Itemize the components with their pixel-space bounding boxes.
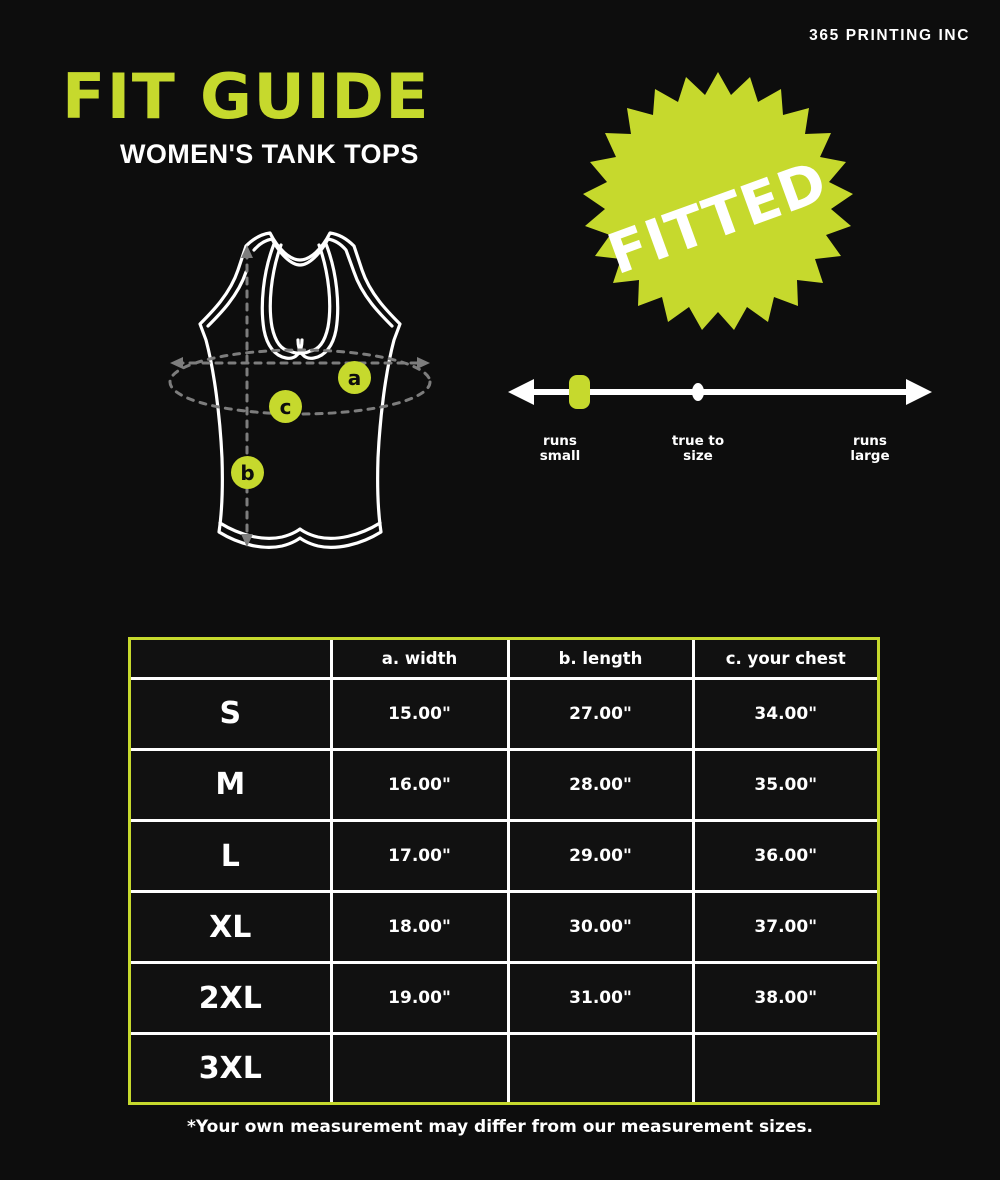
scale-label-true-line1: true to — [671, 433, 725, 449]
measure-marker-a: a — [338, 361, 371, 394]
fit-scale: runs small true to size runs large — [500, 368, 940, 478]
scale-label-runs-large-line1: runs — [853, 433, 887, 449]
cell-chest-2xl: 38.00" — [691, 961, 877, 1034]
cell-length-2xl: 31.00" — [506, 961, 693, 1034]
measure-marker-b: b — [231, 456, 264, 489]
cell-width-m: 16.00" — [329, 747, 508, 821]
arrow-left-icon — [508, 379, 534, 405]
cell-chest-l: 36.00" — [691, 818, 877, 892]
cell-chest-3xl — [691, 1032, 877, 1102]
page-title: FIT GUIDE — [62, 60, 431, 133]
scale-label-runs-large-line2: large — [850, 448, 890, 464]
cell-length-l: 29.00" — [506, 818, 693, 892]
cell-chest-xl: 37.00" — [691, 890, 877, 963]
header-cell-length: b. length — [506, 640, 693, 679]
table-row: 2XL 19.00" 31.00" 38.00" — [131, 961, 877, 1034]
page-subtitle: WOMEN'S TANK TOPS — [120, 139, 419, 169]
cell-width-3xl — [329, 1032, 508, 1102]
scale-label-runs-small-line2: small — [539, 448, 581, 464]
cell-length-m: 28.00" — [506, 747, 693, 821]
measure-marker-c: c — [269, 390, 302, 423]
table-row: 3XL — [131, 1032, 877, 1102]
width-measure-line — [170, 357, 430, 369]
cell-length-3xl — [506, 1032, 693, 1102]
chest-measure-ellipse — [168, 348, 432, 416]
table-row: XL 18.00" 30.00" 37.00" — [131, 890, 877, 963]
scale-label-runs-small: runs small — [500, 434, 620, 464]
cell-size-m: M — [131, 747, 331, 821]
cell-size-l: L — [131, 818, 331, 892]
cell-chest-m: 35.00" — [691, 747, 877, 821]
cell-size-xl: XL — [131, 890, 331, 963]
starburst-icon — [583, 72, 853, 330]
tank-top-icon — [168, 231, 432, 549]
cell-length-s: 27.00" — [506, 676, 693, 750]
cell-length-xl: 30.00" — [506, 890, 693, 963]
tank-top-illustration — [150, 220, 450, 600]
table-header-row: a. width b. length c. your chest — [131, 640, 877, 679]
cell-size-s: S — [131, 676, 331, 750]
marker-c-label: c — [279, 394, 292, 419]
cell-size-2xl: 2XL — [131, 961, 331, 1034]
scale-midpoint-marker — [692, 383, 704, 401]
table-row: S 15.00" 27.00" 34.00" — [131, 676, 877, 750]
scale-label-true-line2: size — [683, 448, 713, 464]
cell-width-xl: 18.00" — [329, 890, 508, 963]
header-cell-size — [131, 640, 331, 679]
cell-width-s: 15.00" — [329, 676, 508, 750]
fitted-badge: FITTED — [568, 68, 868, 368]
marker-b-label: b — [240, 460, 255, 485]
table-row: M 16.00" 28.00" 35.00" — [131, 747, 877, 821]
size-table-container: a. width b. length c. your chest S 15.00… — [128, 637, 880, 1105]
arrow-right-icon — [906, 379, 932, 405]
cell-chest-s: 34.00" — [691, 676, 877, 750]
length-measure-line — [241, 245, 253, 547]
fit-scale-axis — [508, 375, 932, 409]
header-cell-width: a. width — [329, 640, 508, 679]
table-row: L 17.00" 29.00" 36.00" — [131, 818, 877, 892]
marker-a-label: a — [347, 365, 362, 390]
scale-label-runs-small-line1: runs — [543, 433, 577, 449]
measurement-disclaimer: *Your own measurement may differ from ou… — [187, 1117, 813, 1137]
scale-label-runs-large: runs large — [810, 434, 930, 464]
scale-label-true-to-size: true to size — [638, 434, 758, 464]
header-cell-chest: c. your chest — [691, 640, 877, 679]
cell-size-3xl: 3XL — [131, 1032, 331, 1102]
size-table: a. width b. length c. your chest S 15.00… — [131, 640, 877, 1102]
cell-width-2xl: 19.00" — [329, 961, 508, 1034]
scale-indicator — [569, 375, 590, 409]
brand-name: 365 PRINTING INC — [809, 27, 970, 44]
cell-width-l: 17.00" — [329, 818, 508, 892]
